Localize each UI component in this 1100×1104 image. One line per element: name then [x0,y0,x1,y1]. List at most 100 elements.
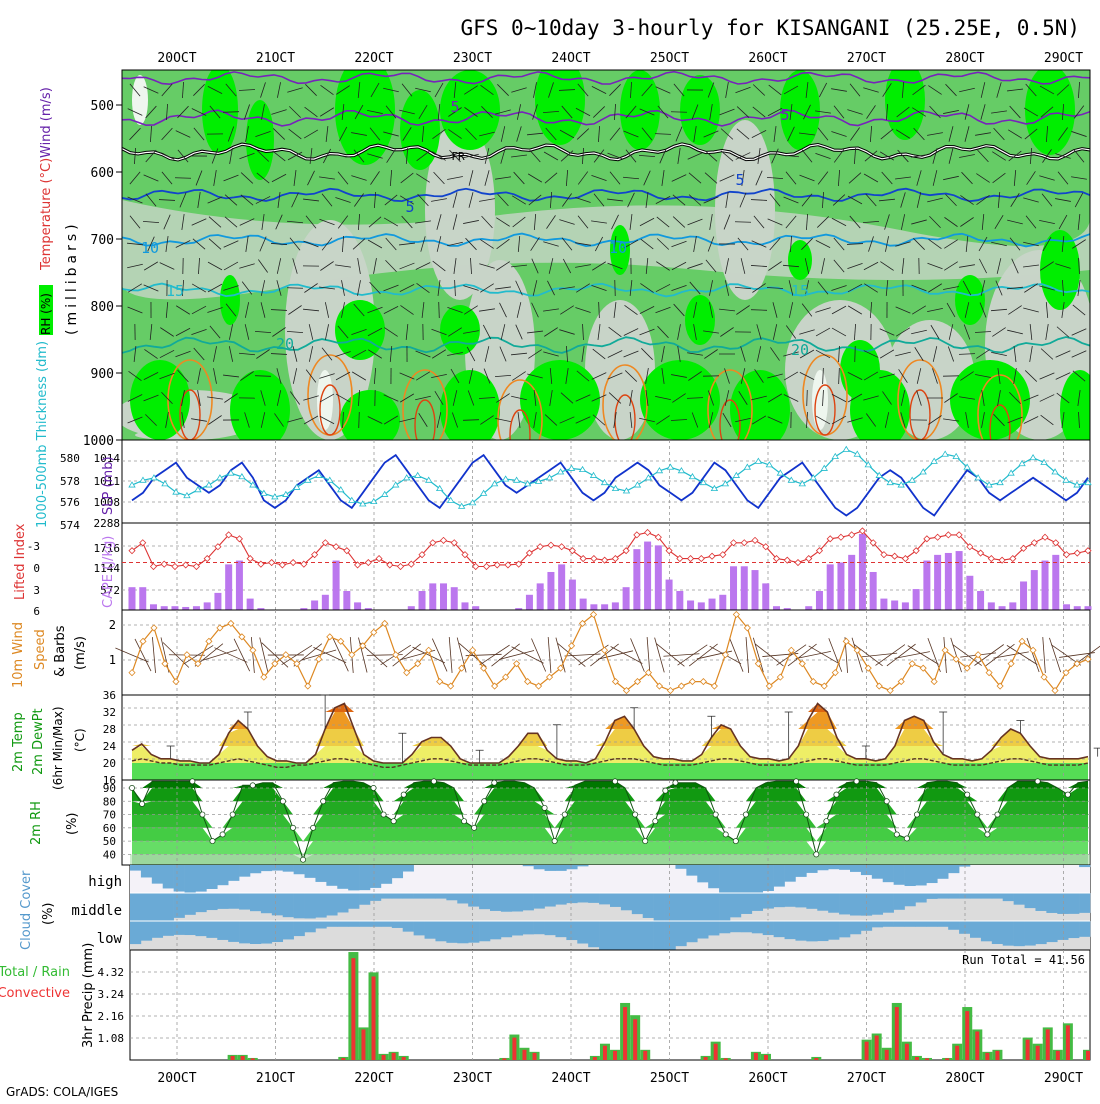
rh-high-region [1060,370,1100,450]
cloud-cell [239,865,250,877]
cloud-cell [370,921,381,927]
chart-title: GFS 0~10day 3-hourly for KISANGANI (25.2… [460,16,1080,40]
cloud-cell [534,865,545,869]
cloud-cell [741,921,752,932]
cloud-cell [206,865,217,889]
cloud-cell [981,893,992,899]
date-label-bottom: 21OCT [256,1071,295,1086]
credit-text: GrADS: COLA/IGES [6,1085,118,1099]
rh2m-unit-label: (%) [65,813,80,836]
cloud-cell [315,865,326,882]
rh-high-region [788,240,812,280]
cloud-level-low: low [97,931,123,947]
cloud-cell [305,865,316,878]
cloud-cell [708,893,719,921]
cloud-cell [250,865,261,873]
cloud-cell [1046,893,1057,913]
rh-point [200,812,205,817]
cloud-cell [457,921,468,943]
temp-tick: 36 [103,689,116,702]
cloud-cell [883,921,894,927]
cape-bar [1042,561,1049,610]
cloud-cell [752,865,763,893]
cloud-cell [141,865,152,877]
rh-high-region [1025,65,1075,155]
rh-high-region [202,65,238,155]
cloud-cell [850,921,861,934]
date-label-bottom: 29OCT [1044,1071,1083,1086]
cape-bar [1052,555,1059,610]
cloud-cell [534,893,545,909]
cloud-cell [239,893,250,910]
cloud-cell [894,893,905,910]
precip-convective-bar [522,1050,526,1060]
cloud-cell [414,921,425,935]
rh-point [401,792,406,797]
cloud-cell [174,865,185,891]
precip-convective-bar [402,1057,406,1060]
precip-convective-bar [643,1051,647,1060]
date-label-top: 22OCT [354,51,393,66]
cloud-cell [403,921,414,932]
cloud-cell [163,893,174,921]
cape-bar [880,599,887,610]
rh-tick: 70 [103,809,116,822]
cloud-cell [632,893,643,914]
lifted-tick: 6 [33,605,40,618]
rh-point [1035,779,1040,784]
cloud-cell [774,893,785,907]
temp-band [132,763,1088,780]
cloud-cell [806,865,817,873]
contour-label: FR [451,150,465,163]
date-label-bottom: 23OCT [453,1071,492,1086]
cloud-cell [130,865,141,871]
cloud-cell [1035,893,1046,911]
cloud-cell [1014,893,1025,905]
cloud-cell [250,893,261,911]
cloud-cell [305,921,316,932]
cape-bar [827,564,834,610]
cape-bar [569,580,576,610]
cape-bar [1085,606,1092,610]
cloud-cell [937,893,948,899]
precip-convective-bar [1036,1046,1040,1060]
cloud-cell [774,921,785,937]
cloud-cell [697,893,708,921]
rh-low-core [317,370,333,430]
cape-bar [472,606,479,610]
cloud-cell [872,865,883,879]
precip-convective-bar [372,976,376,1060]
thickness-axis-label: 1000-500mb Thickness (dm) [35,341,50,528]
wind-tick: 2 [109,618,116,632]
date-label-top: 26OCT [748,51,787,66]
cape-bar [343,591,350,610]
cape-bar [419,591,426,610]
y-tick-label: 900 [91,367,114,382]
thickness-tick: 580 [60,452,80,465]
cloud-cell [817,893,828,911]
contour-label: 15 [791,282,809,300]
precip-total-label: Total / Rain [0,965,70,980]
rh-point [663,788,668,793]
cloud-cell [250,921,261,944]
cape-bar [988,602,995,610]
precip-convective-bar [764,1055,768,1060]
date-label-bottom: 28OCT [945,1071,984,1086]
cape-bar [461,602,468,610]
cloud-cell [174,921,185,935]
contour-label: 15 [166,282,184,300]
temp-tick: 32 [103,706,116,719]
rh-point [321,799,326,804]
cloud-cell [926,921,937,927]
rh-high-region [680,75,720,145]
date-label-bottom: 27OCT [847,1071,886,1086]
rh-point [733,838,738,843]
precip-tick: 3.24 [98,988,125,1001]
contour-label: 5 [735,171,744,189]
cloud-cell [130,893,141,921]
cloud-cell [992,893,1003,899]
precip-panel: 4.323.242.161.08 Run Total = 41.56 Total… [0,943,1093,1060]
